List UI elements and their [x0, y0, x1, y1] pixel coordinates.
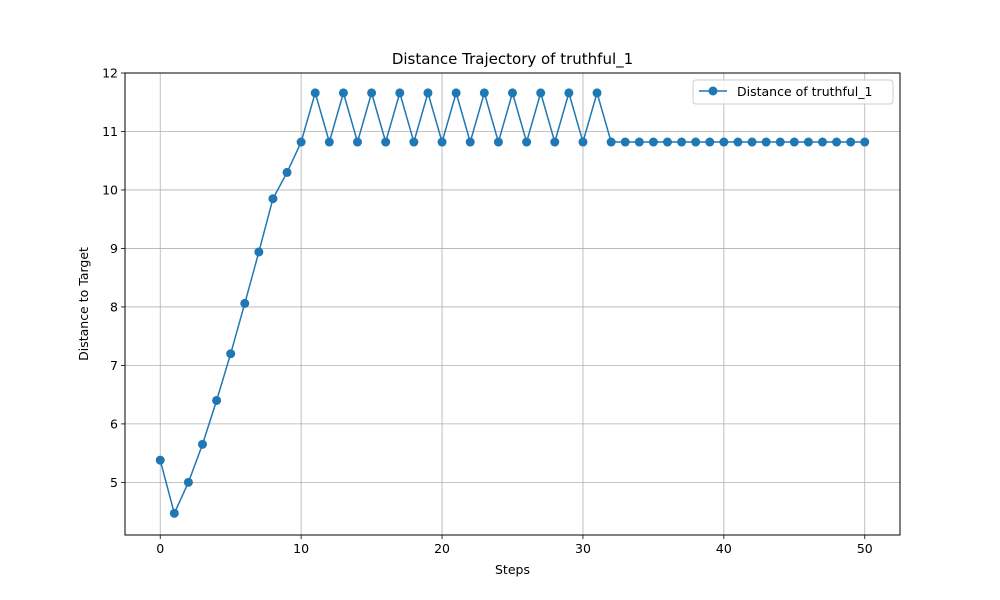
data-point: [479, 88, 489, 98]
data-point: [550, 137, 560, 147]
data-point: [198, 439, 207, 449]
data-point: [691, 137, 701, 147]
data-point: [761, 137, 771, 147]
x-tick-label: 0: [156, 541, 164, 556]
data-point: [860, 137, 870, 147]
data-point: [818, 137, 827, 147]
y-tick-label: 12: [102, 66, 118, 81]
data-point: [606, 137, 616, 147]
x-tick-label: 30: [575, 541, 591, 556]
data-point: [536, 88, 546, 98]
data-point: [564, 88, 574, 98]
data-point: [522, 137, 532, 147]
y-axis-label: Distance to Target: [76, 247, 91, 361]
data-point: [155, 455, 165, 465]
data-point: [592, 88, 602, 98]
x-axis-ticks: 0 10 20 30 40 50: [156, 535, 873, 556]
data-point: [423, 88, 433, 98]
data-point: [775, 137, 785, 147]
data-point: [493, 137, 503, 147]
data-point: [282, 167, 292, 177]
legend-entry-label: Distance of truthful_1: [737, 84, 872, 99]
data-point: [578, 137, 588, 147]
data-point: [324, 137, 334, 147]
series-layer: [155, 88, 870, 518]
data-point: [832, 137, 842, 147]
data-point: [663, 137, 672, 147]
y-tick-label: 10: [102, 182, 118, 197]
data-point: [789, 137, 799, 147]
data-point: [296, 137, 306, 147]
legend-box: [692, 79, 894, 105]
data-point: [310, 88, 320, 98]
data-point: [254, 247, 264, 257]
x-tick-label: 50: [857, 541, 873, 556]
data-point: [240, 298, 250, 308]
data-point: [212, 395, 222, 405]
data-point: [733, 137, 743, 147]
plot-frame: [124, 72, 901, 536]
data-point: [353, 137, 362, 147]
data-point: [508, 88, 517, 98]
data-point: [381, 137, 391, 147]
y-tick-label: 7: [110, 358, 118, 373]
data-point: [719, 137, 729, 147]
legend-marker-sample: [708, 86, 718, 96]
data-point: [634, 137, 644, 147]
y-axis-ticks: 5 6 7 8 9 10 11 12: [102, 66, 125, 490]
data-point: [648, 137, 658, 147]
data-point: [367, 88, 377, 98]
data-point: [183, 477, 193, 487]
data-point: [846, 137, 856, 147]
data-point: [803, 137, 813, 147]
data-point: [395, 88, 405, 98]
y-tick-label: 11: [102, 124, 118, 139]
data-point: [620, 137, 630, 147]
data-point: [465, 137, 475, 147]
data-point: [169, 508, 179, 518]
data-point: [677, 137, 687, 147]
y-tick-label: 8: [110, 299, 118, 314]
data-point: [409, 137, 419, 147]
x-tick-label: 10: [293, 541, 309, 556]
data-point: [437, 137, 447, 147]
x-tick-label: 40: [716, 541, 732, 556]
chart-title: Distance Trajectory of truthful_1: [392, 50, 633, 69]
data-point: [226, 349, 236, 359]
x-axis-label: Steps: [495, 562, 530, 577]
x-tick-label: 20: [434, 541, 450, 556]
series-line: [159, 92, 865, 515]
y-tick-label: 6: [110, 416, 118, 431]
legend: Distance of truthful_1: [692, 79, 894, 105]
data-point: [338, 88, 348, 98]
data-point: [705, 137, 715, 147]
y-tick-label: 9: [110, 241, 118, 256]
data-point: [451, 88, 461, 98]
data-point: [268, 194, 278, 204]
data-point: [747, 137, 757, 147]
y-tick-label: 5: [110, 475, 118, 490]
